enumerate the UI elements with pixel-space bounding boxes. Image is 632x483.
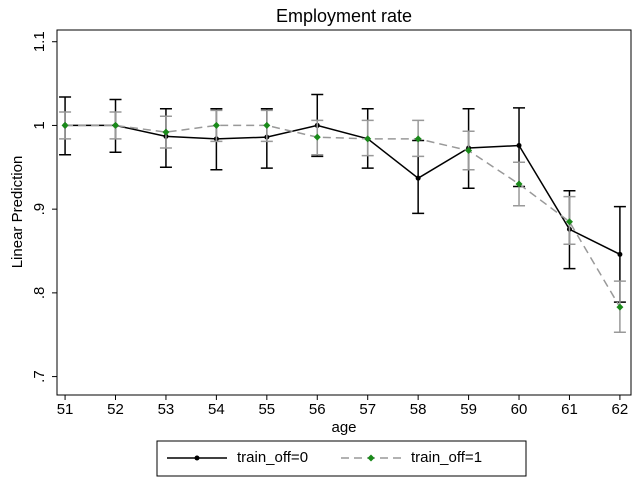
x-tick-label: 59 xyxy=(460,401,477,418)
y-axis-label: Linear Prediction xyxy=(9,156,26,269)
x-tick-label: 53 xyxy=(158,401,175,418)
x-tick-label: 61 xyxy=(561,401,578,418)
legend-marker xyxy=(367,454,375,462)
legend-label: train_off=1 xyxy=(411,449,482,466)
x-tick-label: 51 xyxy=(57,401,74,418)
series-line xyxy=(65,124,621,256)
marker xyxy=(565,218,573,226)
chart-title: Employment rate xyxy=(276,6,412,26)
marker xyxy=(415,175,421,181)
x-tick-label: 57 xyxy=(359,401,376,418)
y-tick-label: .8 xyxy=(31,287,48,300)
marker xyxy=(162,128,170,136)
marker xyxy=(212,121,220,129)
x-tick-label: 54 xyxy=(208,401,225,418)
marker xyxy=(414,135,422,143)
x-tick-label: 55 xyxy=(258,401,275,418)
y-tick-label: 1.1 xyxy=(31,31,48,52)
y-tick-label: .9 xyxy=(31,203,48,216)
legend-label: train_off=0 xyxy=(237,449,308,466)
y-tick-label: .7 xyxy=(31,370,48,383)
x-tick-label: 56 xyxy=(309,401,326,418)
x-axis-label: age xyxy=(331,419,356,436)
x-tick-label: 60 xyxy=(511,401,528,418)
marker xyxy=(112,121,120,129)
y-tick-label: 1 xyxy=(31,121,48,129)
plot-frame xyxy=(56,29,632,396)
legend-marker xyxy=(194,455,200,461)
marker xyxy=(617,251,623,257)
marker xyxy=(515,180,523,188)
marker xyxy=(263,121,271,129)
marker xyxy=(516,143,522,149)
x-tick-label: 58 xyxy=(410,401,427,418)
marker xyxy=(616,303,624,311)
x-tick-label: 52 xyxy=(107,401,124,418)
marker xyxy=(364,135,372,143)
series-line xyxy=(65,124,621,308)
marker xyxy=(465,147,473,155)
x-tick-label: 62 xyxy=(612,401,629,418)
marker xyxy=(313,133,321,141)
marker xyxy=(61,121,69,129)
